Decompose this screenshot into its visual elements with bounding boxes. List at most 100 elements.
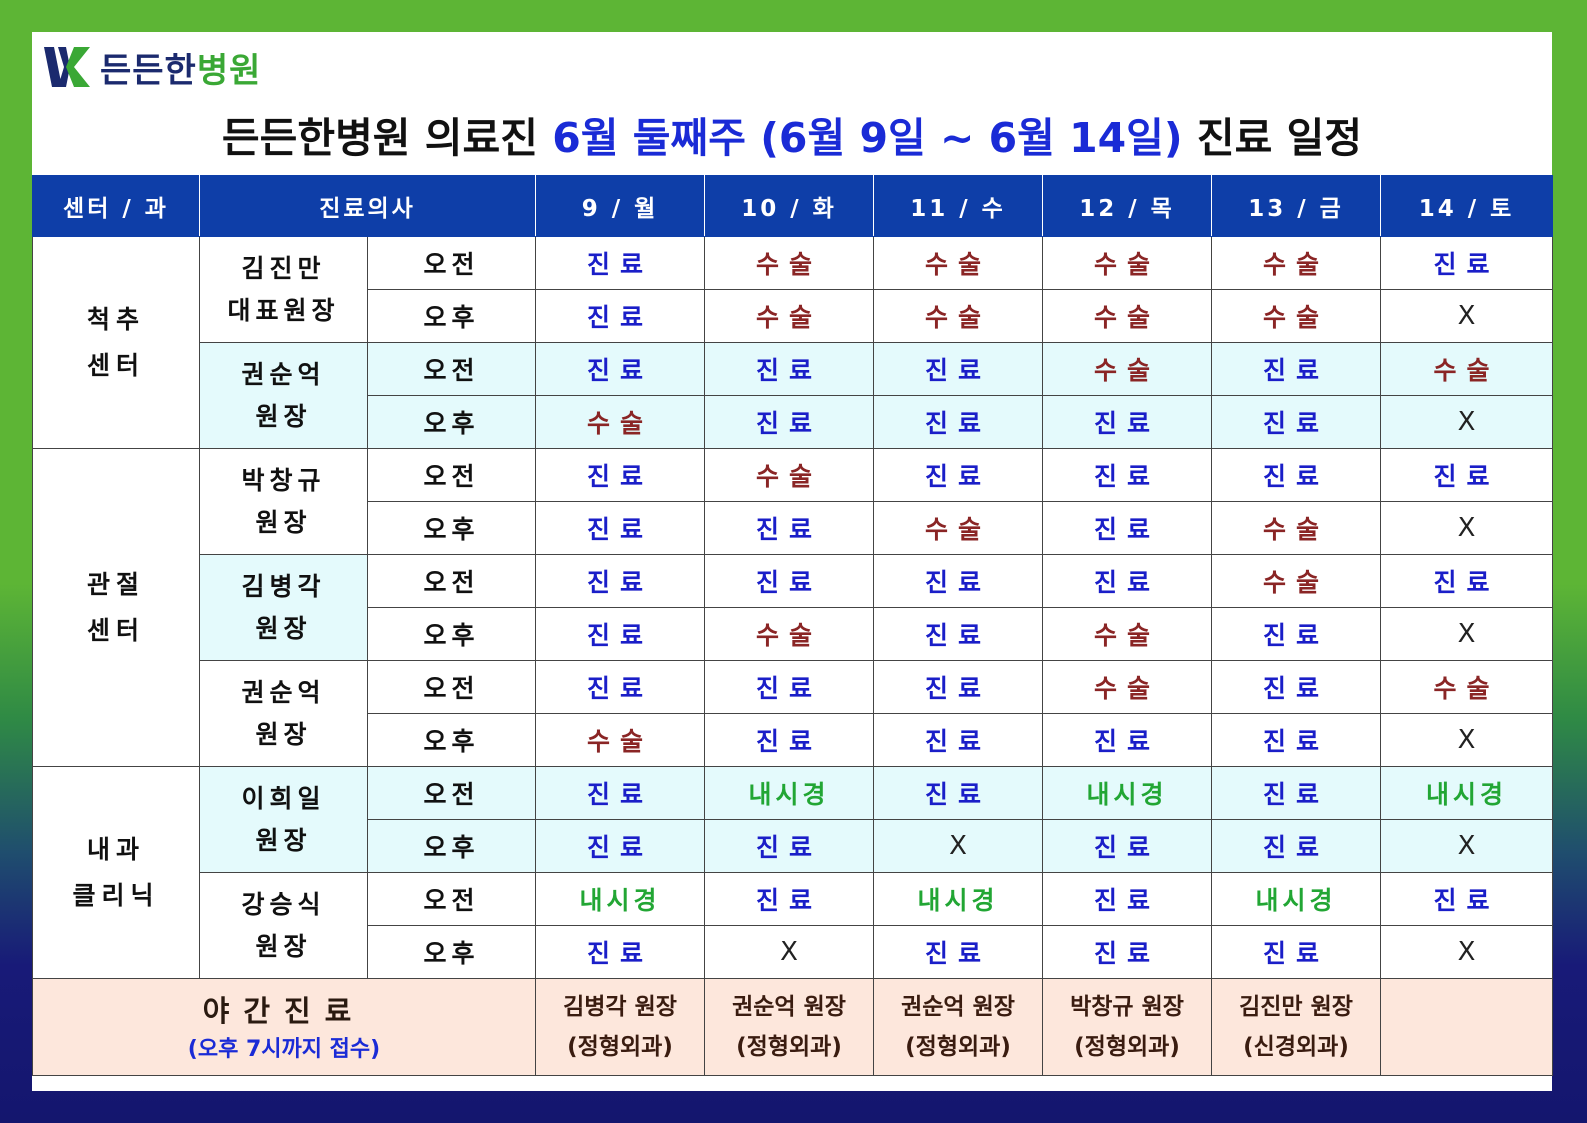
schedule-status: 내시경 — [748, 780, 830, 809]
schedule-cell: 진료 — [873, 607, 1044, 661]
night-doctor-cell: 권순억 원장 (정형외과) — [704, 978, 875, 1076]
center-name-line2: 클리닉 — [72, 880, 160, 910]
schedule-cell: X — [873, 819, 1044, 873]
schedule-cell: 진료 — [1042, 819, 1213, 873]
schedule-status: 진료 — [1094, 409, 1161, 438]
schedule-status: 수술 — [1433, 674, 1500, 703]
schedule-cell: 수술 — [1380, 660, 1554, 714]
schedule-cell: 진료 — [535, 501, 706, 555]
schedule-status: 진료 — [925, 568, 992, 597]
night-doctor-cell: 김병각 원장 (정형외과) — [535, 978, 706, 1076]
ampm-cell: 오전 — [366, 872, 537, 926]
schedule-status: X — [780, 937, 798, 967]
schedule-cell: 수술 — [873, 289, 1044, 343]
title-part3: 진료 일정 — [1182, 114, 1363, 162]
doctor-title: 원장 — [255, 613, 312, 643]
col-header-day: 10 / 화 — [704, 175, 875, 237]
schedule-cell: 수술 — [704, 448, 875, 502]
schedule-status: 진료 — [756, 409, 823, 438]
ampm-cell: 오후 — [366, 925, 537, 979]
schedule-row: 오후 진료 X 진료 진료 진료 X — [33, 925, 1554, 979]
schedule-status: 진료 — [1094, 462, 1161, 491]
doctor-name: 박창규 — [241, 465, 326, 495]
schedule-cell: 진료 — [1042, 395, 1213, 449]
schedule-cell: 진료 — [1211, 607, 1382, 661]
schedule-cell: X — [1380, 819, 1554, 873]
schedule-cell: 진료 — [873, 342, 1044, 396]
logo-text-part1: 든든한 — [100, 50, 197, 91]
schedule-cell: 진료 — [1042, 872, 1213, 926]
schedule-status: X — [1457, 725, 1476, 755]
doctor-title: 원장 — [255, 401, 312, 431]
doctor-title: 원장 — [255, 931, 312, 961]
center-cell: 관절 센터 — [32, 448, 200, 767]
schedule-cell: 수술 — [873, 236, 1044, 290]
center-name-line1: 척추 — [86, 304, 145, 334]
schedule-cell: 진료 — [1380, 448, 1554, 502]
schedule-cell: X — [1380, 395, 1554, 449]
schedule-status: 진료 — [1263, 356, 1330, 385]
schedule-table: 센터 / 과 진료의사 9 / 월 10 / 화 11 / 수 12 / 목 1… — [31, 175, 1554, 1076]
schedule-cell: 진료 — [535, 925, 706, 979]
ampm-cell: 오전 — [366, 448, 537, 502]
schedule-cell: 진료 — [1211, 713, 1382, 767]
schedule-status: 진료 — [587, 568, 654, 597]
schedule-status: 진료 — [1094, 939, 1161, 968]
schedule-status: 진료 — [587, 674, 654, 703]
doctor-name: 이희일 — [241, 783, 326, 813]
schedule-cell: 진료 — [873, 925, 1044, 979]
schedule-cell: 진료 — [535, 660, 706, 714]
schedule-cell: 진료 — [535, 554, 706, 608]
schedule-status: 진료 — [1433, 886, 1500, 915]
col-header-day: 9 / 월 — [535, 175, 706, 237]
schedule-status: 수술 — [756, 462, 823, 491]
schedule-status: 진료 — [925, 674, 992, 703]
schedule-cell: 진료 — [1211, 819, 1382, 873]
schedule-status: 진료 — [925, 409, 992, 438]
col-header-day: 12 / 목 — [1042, 175, 1213, 237]
schedule-cell: 진료 — [704, 819, 875, 873]
doctor-title: 원장 — [255, 719, 312, 749]
doctor-name: 김진만 — [241, 253, 326, 283]
schedule-cell: 진료 — [1042, 713, 1213, 767]
schedule-cell: 진료 — [1042, 554, 1213, 608]
schedule-cell: 진료 — [704, 713, 875, 767]
schedule-status: 진료 — [587, 250, 654, 279]
center-name-line2: 센터 — [86, 615, 145, 645]
schedule-cell: 진료 — [535, 448, 706, 502]
schedule-cell: 진료 — [1211, 925, 1382, 979]
schedule-status: 수술 — [756, 250, 823, 279]
schedule-status: 진료 — [756, 727, 823, 756]
schedule-cell: 수술 — [1211, 554, 1382, 608]
night-doctor-dept: (정형외과) — [1074, 1034, 1180, 1060]
schedule-cell: 진료 — [873, 766, 1044, 820]
schedule-status: X — [1457, 619, 1476, 649]
night-doctor-name: 권순억 원장 — [901, 994, 1015, 1020]
schedule-status: 진료 — [1433, 462, 1500, 491]
schedule-status: 진료 — [756, 674, 823, 703]
schedule-cell: X — [1380, 925, 1554, 979]
schedule-status: 진료 — [1263, 833, 1330, 862]
schedule-cell: 내시경 — [1380, 766, 1554, 820]
schedule-cell: X — [704, 925, 875, 979]
center-cell: 내과 클리닉 — [32, 766, 200, 979]
schedule-cell: 수술 — [1042, 289, 1213, 343]
schedule-status: 수술 — [925, 515, 992, 544]
night-clinic-title: 야간진료 — [202, 994, 366, 1028]
schedule-status: 진료 — [587, 780, 654, 809]
logo-text-part2: 병원 — [196, 50, 262, 91]
logo-text: 든든한병원 — [100, 43, 261, 92]
schedule-page: 든든한병원 든든한병원 의료진 6월 둘째주 (6월 9일 ~ 6월 14일) … — [31, 32, 1554, 1091]
schedule-status: X — [949, 831, 967, 861]
doctor-cell: 권순억 원장 — [199, 342, 368, 449]
schedule-status: 수술 — [756, 621, 823, 650]
schedule-status: 진료 — [925, 621, 992, 650]
schedule-status: 진료 — [587, 939, 654, 968]
schedule-status: 진료 — [587, 356, 654, 385]
schedule-cell: 진료 — [1211, 395, 1382, 449]
night-doctor-dept: (신경외과) — [1243, 1034, 1349, 1060]
schedule-cell: 수술 — [873, 501, 1044, 555]
night-doctor-cell: 박창규 원장 (정형외과) — [1042, 978, 1213, 1076]
schedule-row: 권순억 원장 오전 진료 진료 진료 수술 진료 수술 — [33, 660, 1554, 767]
doctor-name: 권순억 — [241, 677, 326, 707]
